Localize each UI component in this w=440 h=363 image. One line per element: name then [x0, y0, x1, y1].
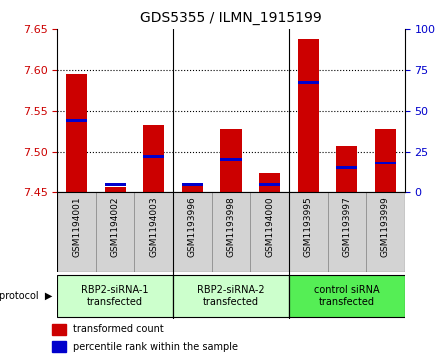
Bar: [105, 187, 126, 192]
Bar: [289, 275, 405, 317]
Text: protocol  ▶: protocol ▶: [0, 291, 53, 301]
Bar: [259, 173, 280, 192]
Bar: [143, 155, 165, 158]
Bar: [52, 324, 66, 335]
Bar: [297, 81, 319, 85]
Bar: [250, 192, 289, 272]
Bar: [336, 166, 357, 170]
Bar: [173, 192, 212, 272]
Bar: [57, 192, 96, 272]
Text: GSM1194002: GSM1194002: [110, 196, 120, 257]
Text: GSM1194000: GSM1194000: [265, 196, 274, 257]
Bar: [173, 275, 289, 317]
Text: RBP2-siRNA-1
transfected: RBP2-siRNA-1 transfected: [81, 285, 149, 307]
Bar: [220, 158, 242, 161]
Bar: [297, 39, 319, 192]
Bar: [289, 192, 327, 272]
Bar: [375, 162, 396, 164]
Bar: [57, 275, 173, 317]
Text: RBP2-siRNA-2
transfected: RBP2-siRNA-2 transfected: [197, 285, 265, 307]
Bar: [182, 183, 203, 192]
Text: control siRNA
transfected: control siRNA transfected: [314, 285, 380, 307]
Text: GSM1193995: GSM1193995: [304, 196, 313, 257]
Text: GSM1193996: GSM1193996: [188, 196, 197, 257]
Bar: [52, 341, 66, 352]
Bar: [336, 146, 357, 192]
Text: percentile rank within the sample: percentile rank within the sample: [73, 342, 238, 352]
Bar: [105, 183, 126, 186]
Bar: [66, 74, 87, 192]
Text: GSM1193999: GSM1193999: [381, 196, 390, 257]
Bar: [220, 129, 242, 192]
Text: GSM1194001: GSM1194001: [72, 196, 81, 257]
Bar: [212, 192, 250, 272]
Bar: [375, 129, 396, 192]
Bar: [259, 183, 280, 186]
Bar: [182, 183, 203, 186]
Text: GSM1193997: GSM1193997: [342, 196, 352, 257]
Bar: [143, 125, 165, 192]
Bar: [135, 192, 173, 272]
Bar: [366, 192, 405, 272]
Text: transformed count: transformed count: [73, 324, 164, 334]
Bar: [66, 119, 87, 122]
Bar: [96, 192, 135, 272]
Title: GDS5355 / ILMN_1915199: GDS5355 / ILMN_1915199: [140, 11, 322, 25]
Bar: [327, 192, 366, 272]
Text: GSM1193998: GSM1193998: [227, 196, 235, 257]
Text: GSM1194003: GSM1194003: [149, 196, 158, 257]
